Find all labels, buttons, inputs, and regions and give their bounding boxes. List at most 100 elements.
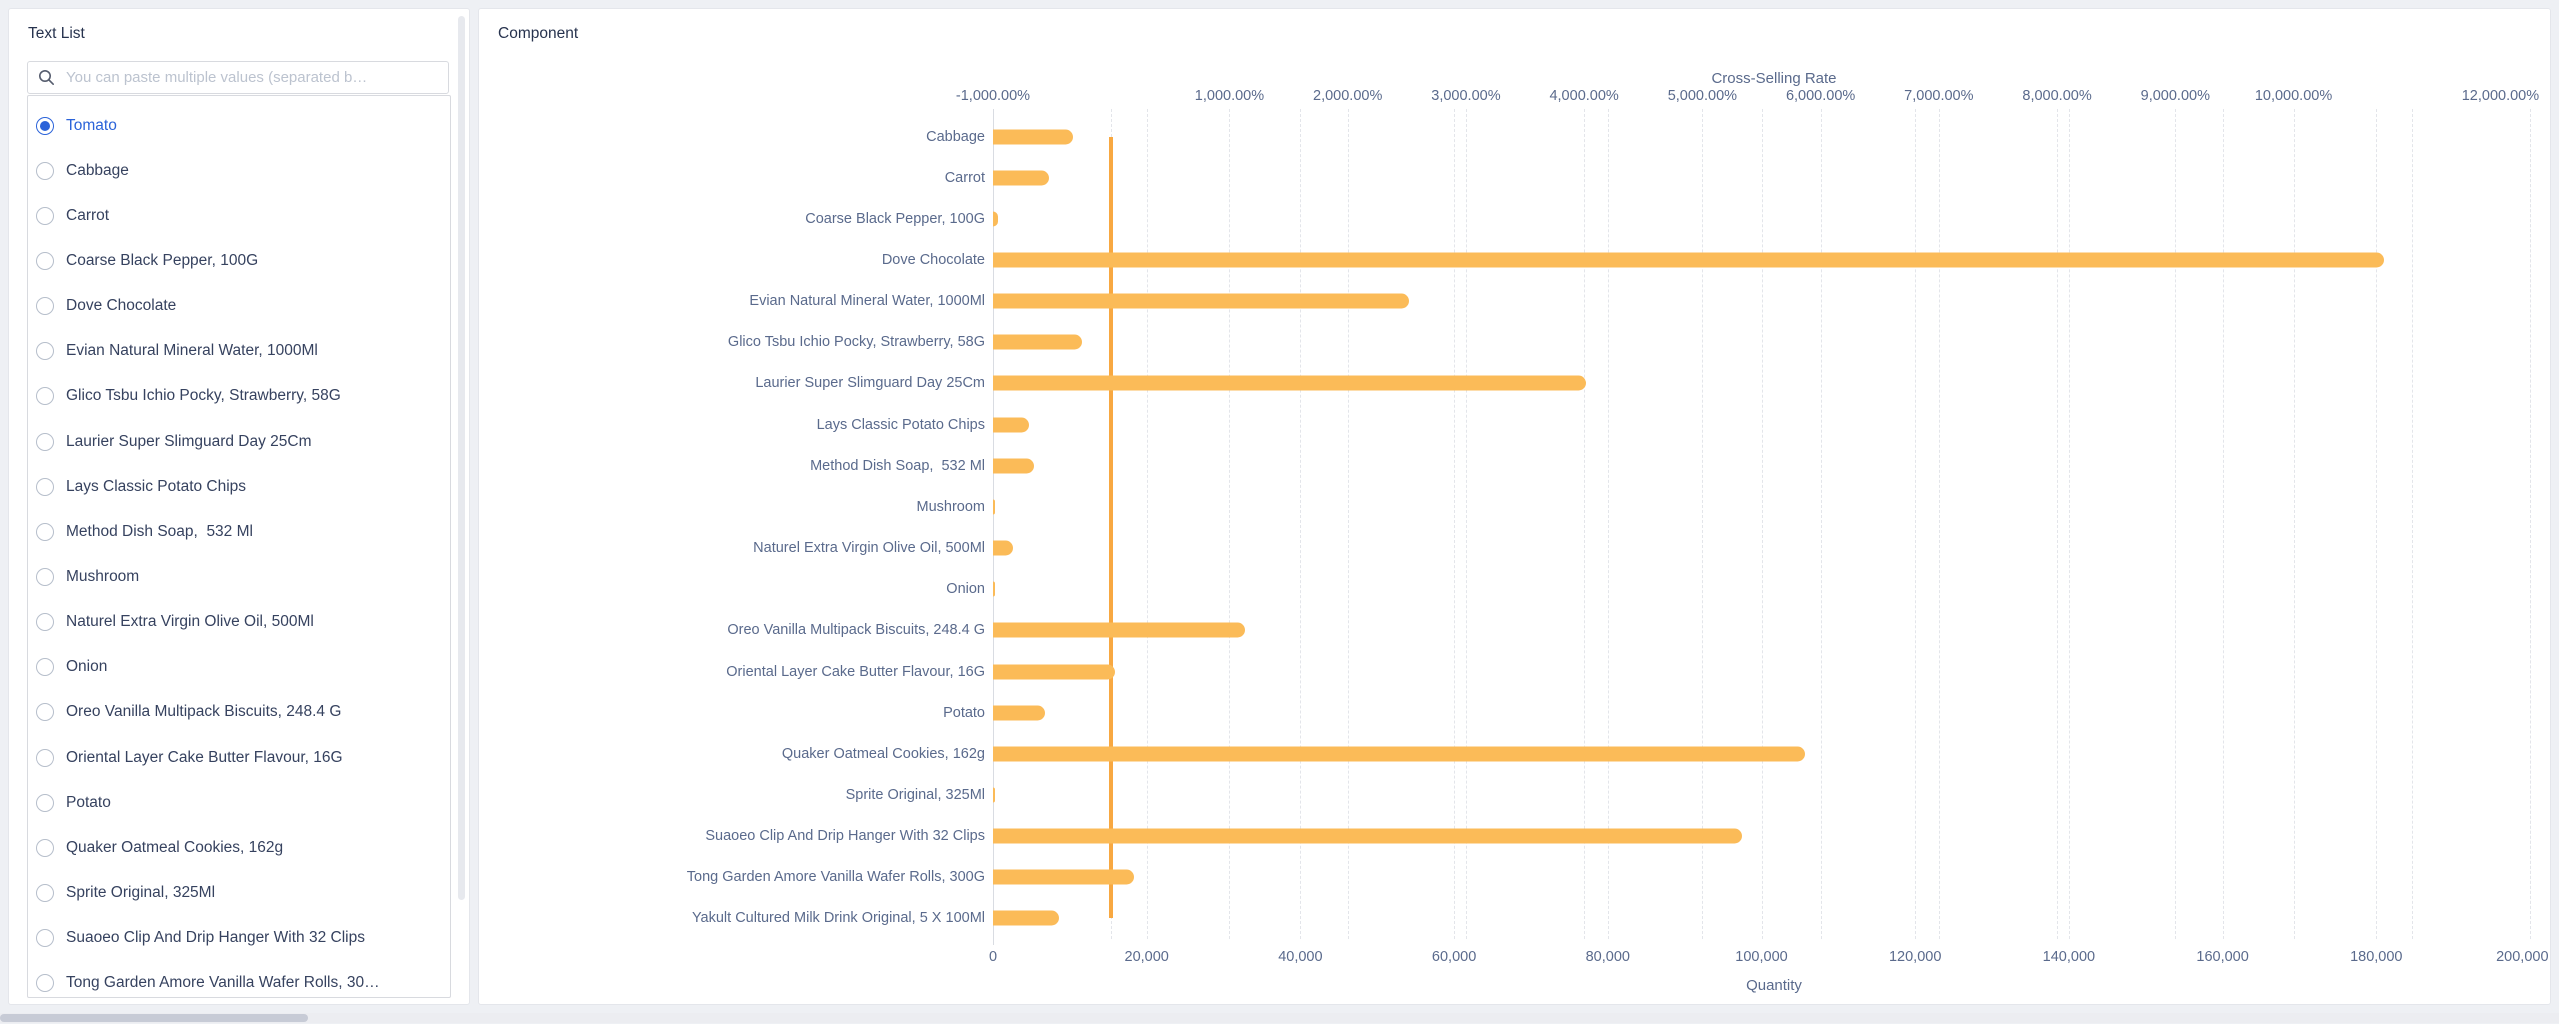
list-item[interactable]: Naturel Extra Virgin Olive Oil, 500Ml <box>28 600 450 645</box>
list-item[interactable]: Lays Classic Potato Chips <box>28 464 450 509</box>
category-label: Quaker Oatmeal Cookies, 162g <box>781 745 985 762</box>
bottom-axis-tick-label: 100,000 <box>1735 949 1788 965</box>
bottom-axis-tick-label: 20,000 <box>1124 949 1169 965</box>
quantity-bar[interactable] <box>993 705 1046 721</box>
list-scrollbar-thumb[interactable] <box>458 16 465 900</box>
list-item-label: Carrot <box>66 206 110 224</box>
list-item[interactable]: Suaoeo Clip And Drip Hanger With 32 Clip… <box>28 916 450 961</box>
top-axis-tick-label: 6,000.00% <box>1785 88 1856 104</box>
bottom-axis-tick-label: 40,000 <box>1278 949 1323 965</box>
radio-icon[interactable] <box>36 161 54 180</box>
gridline-quantity <box>1915 109 1917 939</box>
radio-icon[interactable] <box>36 522 54 541</box>
radio-icon[interactable] <box>36 883 54 902</box>
category-label: Glico Tsbu Ichio Pocky, Strawberry, 58G <box>727 334 985 351</box>
quantity-bar[interactable] <box>993 828 1743 844</box>
radio-icon[interactable] <box>36 342 54 361</box>
list-item[interactable]: Coarse Black Pepper, 100G <box>28 238 450 283</box>
list-item-label: Sprite Original, 325Ml <box>66 883 216 901</box>
list-item-label: Potato <box>66 793 111 811</box>
quantity-bar[interactable] <box>993 869 1135 885</box>
list-item[interactable]: Onion <box>28 645 450 690</box>
radio-icon[interactable] <box>36 748 54 767</box>
quantity-bar[interactable] <box>993 293 1409 309</box>
quantity-bar[interactable] <box>993 540 1013 556</box>
gridline-percent <box>1938 109 1940 939</box>
quantity-bar[interactable] <box>993 910 1060 926</box>
list-item-label: Laurier Super Slimguard Day 25Cm <box>66 432 312 450</box>
list-item[interactable]: Cabbage <box>28 148 450 193</box>
quantity-bar[interactable] <box>993 170 1050 186</box>
radio-selected-icon[interactable] <box>36 116 54 135</box>
top-axis-tick-label: 3,000.00% <box>1431 88 1501 104</box>
radio-icon[interactable] <box>36 432 54 451</box>
radio-icon[interactable] <box>36 838 54 857</box>
list-item-label: Evian Natural Mineral Water, 1000Ml <box>66 342 318 360</box>
quantity-bar[interactable] <box>993 746 1805 762</box>
list-item-label: Oreo Vanilla Multipack Biscuits, 248.4 G <box>66 703 342 721</box>
radio-icon[interactable] <box>36 567 54 586</box>
list-item-label: Quaker Oatmeal Cookies, 162g <box>66 838 284 856</box>
radio-icon[interactable] <box>36 251 54 270</box>
quantity-bar[interactable] <box>993 581 996 597</box>
gridline-percent <box>2175 109 2177 939</box>
bottom-axis-tick-label: 60,000 <box>1431 949 1477 965</box>
y-axis-line <box>993 109 994 945</box>
quantity-bar[interactable] <box>993 787 995 803</box>
bottom-axis-tick-label: 0 <box>988 949 998 965</box>
list-item[interactable]: Oreo Vanilla Multipack Biscuits, 248.4 G <box>28 690 450 735</box>
list-item-label: Suaoeo Clip And Drip Hanger With 32 Clip… <box>66 929 365 947</box>
list-item[interactable]: Oriental Layer Cake Butter Flavour, 16G <box>28 735 450 780</box>
search-input-wrapper[interactable] <box>27 61 449 94</box>
list-item[interactable]: Method Dish Soap, 532 Ml <box>28 509 450 554</box>
horizontal-scrollbar-track[interactable] <box>0 1013 2559 1023</box>
quantity-bar[interactable] <box>993 499 996 515</box>
quantity-bar[interactable] <box>993 211 998 227</box>
radio-icon[interactable] <box>36 793 54 812</box>
list-item[interactable]: Tong Garden Amore Vanilla Wafer Rolls, 3… <box>28 961 450 997</box>
search-input[interactable] <box>64 68 438 87</box>
cross-selling-rate-line[interactable] <box>1109 136 1114 919</box>
gridline-percent <box>2057 109 2059 939</box>
radio-icon[interactable] <box>36 206 54 225</box>
quantity-bar[interactable] <box>993 458 1034 474</box>
category-label: Carrot <box>944 169 985 186</box>
list-item[interactable]: Sprite Original, 325Ml <box>28 870 450 915</box>
horizontal-scrollbar-thumb[interactable] <box>0 1014 308 1022</box>
top-axis-tick-label: 4,000.00% <box>1549 88 1619 104</box>
quantity-bar[interactable] <box>993 417 1030 433</box>
list-item[interactable]: Dove Chocolate <box>28 284 450 329</box>
category-label: Sprite Original, 325Ml <box>845 786 985 803</box>
radio-icon[interactable] <box>36 387 54 406</box>
radio-icon[interactable] <box>36 974 54 993</box>
quantity-bar[interactable] <box>993 664 1116 680</box>
quantity-bar[interactable] <box>993 129 1073 145</box>
top-axis-tick-label: 5,000.00% <box>1667 88 1738 104</box>
radio-icon[interactable] <box>36 929 54 948</box>
gridline-quantity <box>2222 109 2224 939</box>
radio-icon[interactable] <box>36 297 54 316</box>
radio-icon[interactable] <box>36 477 54 496</box>
radio-icon[interactable] <box>36 703 54 722</box>
category-label: Coarse Black Pepper, 100G <box>805 210 985 227</box>
list-item[interactable]: Carrot <box>28 193 450 238</box>
list-item[interactable]: Potato <box>28 780 450 825</box>
list-item[interactable]: Tomato <box>28 103 450 148</box>
quantity-bar[interactable] <box>993 375 1587 391</box>
list-item[interactable]: Laurier Super Slimguard Day 25Cm <box>28 419 450 464</box>
quantity-bar[interactable] <box>993 252 2384 268</box>
quantity-bar[interactable] <box>993 622 1246 638</box>
radio-icon[interactable] <box>36 658 54 677</box>
list-item[interactable]: Evian Natural Mineral Water, 1000Ml <box>28 329 450 374</box>
gridline-percent <box>1229 109 1231 939</box>
list-item[interactable]: Quaker Oatmeal Cookies, 162g <box>28 825 450 870</box>
component-panel: Component Cross-Selling Rate -1,000.00% 1… <box>478 8 2551 1005</box>
radio-icon[interactable] <box>36 613 54 632</box>
list-item[interactable]: Mushroom <box>28 554 450 599</box>
list-item-label: Method Dish Soap, 532 Ml <box>66 522 253 540</box>
quantity-bar[interactable] <box>993 334 1083 350</box>
list-item-label: Oriental Layer Cake Butter Flavour, 16G <box>66 748 343 766</box>
text-list-title: Text List <box>28 25 85 42</box>
top-axis-tick-label: 2,000.00% <box>1313 88 1383 104</box>
list-item[interactable]: Glico Tsbu Ichio Pocky, Strawberry, 58G <box>28 374 450 419</box>
